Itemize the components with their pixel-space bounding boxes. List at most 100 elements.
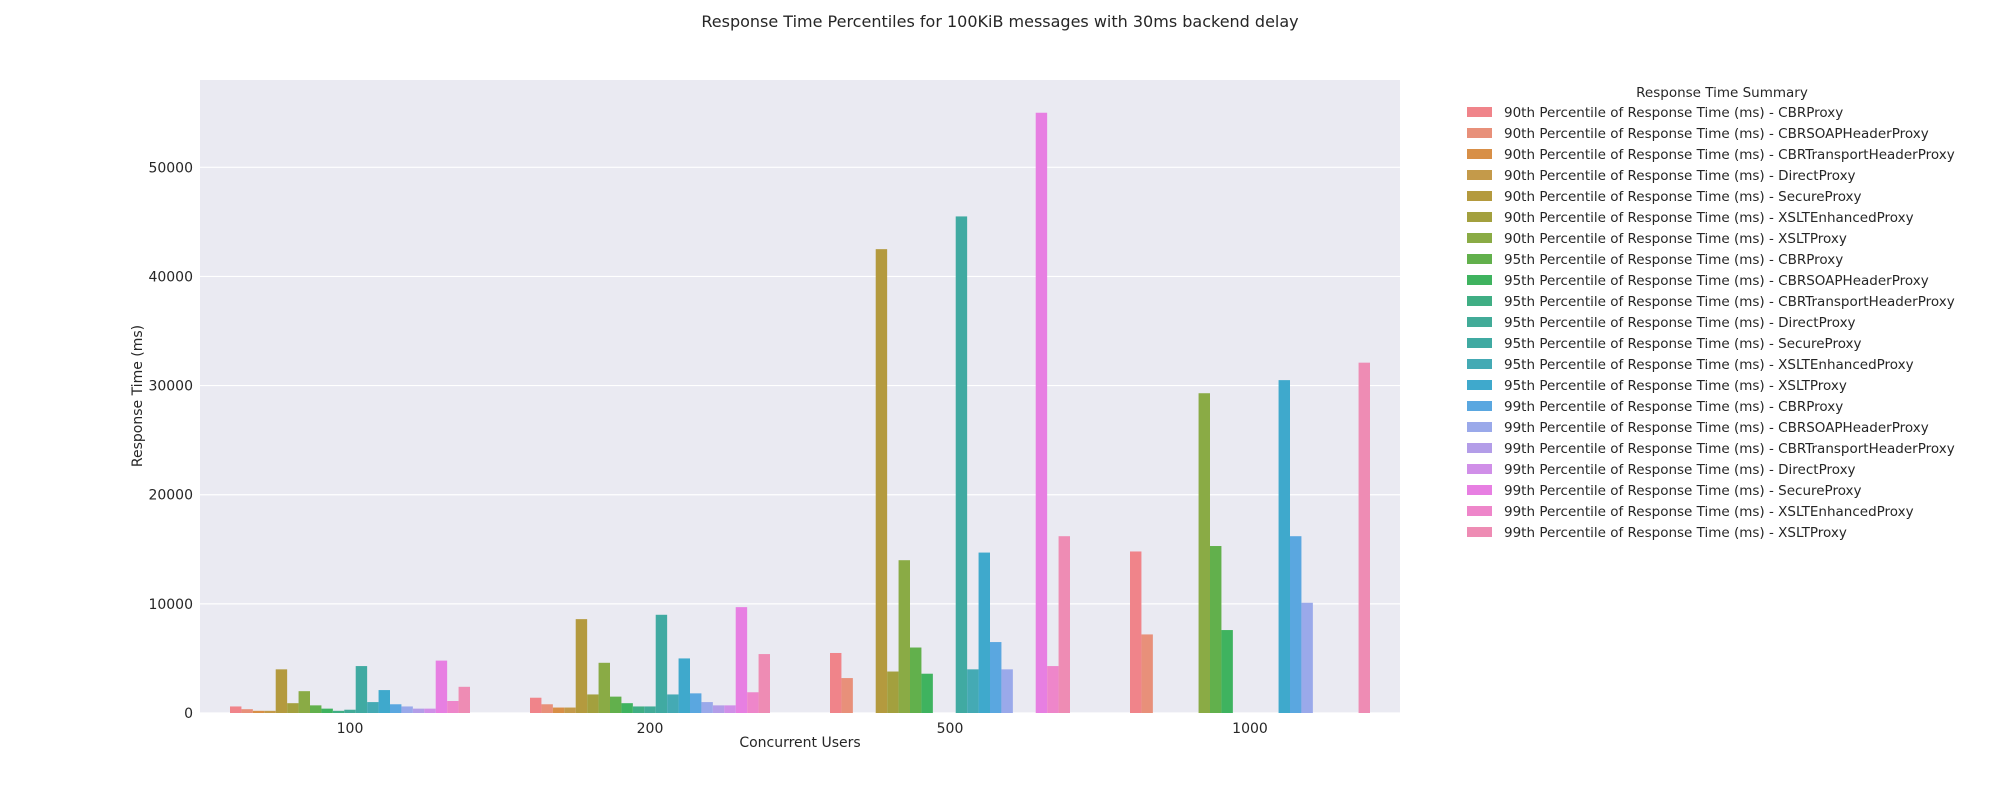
legend-label: 95th Percentile of Response Time (ms) - … <box>1504 315 1856 331</box>
x-tick-label: 200 <box>637 721 664 737</box>
bar <box>1130 551 1142 713</box>
bar <box>735 607 748 713</box>
bar <box>1301 602 1313 713</box>
bar <box>424 708 436 713</box>
bar <box>632 706 645 713</box>
legend-swatch <box>1467 422 1492 432</box>
bar <box>875 249 888 713</box>
bar <box>355 666 368 713</box>
legend-swatch <box>1467 527 1492 537</box>
bar <box>990 642 1002 713</box>
legend-swatch <box>1467 212 1492 222</box>
legend-swatch <box>1467 380 1492 390</box>
y-axis-label: Response Time (ms) <box>130 325 146 467</box>
legend-swatch <box>1467 296 1492 306</box>
legend-swatch <box>1467 149 1492 159</box>
bar <box>587 694 599 713</box>
legend-label: 95th Percentile of Response Time (ms) - … <box>1504 357 1914 373</box>
legend-swatch <box>1467 128 1492 138</box>
bar <box>447 700 459 713</box>
legend-swatch <box>1467 170 1492 180</box>
legend-label: 95th Percentile of Response Time (ms) - … <box>1504 294 1955 310</box>
bar <box>287 703 299 713</box>
legend-swatch <box>1467 275 1492 285</box>
legend-label: 99th Percentile of Response Time (ms) - … <box>1504 504 1914 520</box>
bar <box>1210 546 1222 713</box>
bar <box>758 654 770 713</box>
legend-label: 99th Percentile of Response Time (ms) - … <box>1504 441 1955 457</box>
y-axis-ticks: 0 10000 20000 30000 40000 50000 <box>148 160 193 722</box>
legend-label: 99th Percentile of Response Time (ms) - … <box>1504 399 1843 415</box>
legend-label: 90th Percentile of Response Time (ms) - … <box>1504 147 1955 163</box>
bar <box>1035 112 1048 713</box>
legend-title: Response Time Summary <box>1636 85 1808 101</box>
x-axis-label: Concurrent Users <box>739 735 860 751</box>
y-tick-label: 30000 <box>148 379 193 395</box>
legend-swatch <box>1467 401 1492 411</box>
bar <box>967 669 979 713</box>
bar <box>264 710 276 713</box>
legend-label: 95th Percentile of Response Time (ms) - … <box>1504 273 1929 289</box>
y-tick-label: 20000 <box>148 488 193 504</box>
x-tick-label: 1000 <box>1232 721 1268 737</box>
legend-swatch <box>1467 485 1492 495</box>
bar <box>1001 669 1013 713</box>
bar <box>401 706 413 713</box>
y-tick-label: 50000 <box>148 160 193 176</box>
bar <box>310 705 322 713</box>
legend-label: 99th Percentile of Response Time (ms) - … <box>1504 462 1856 478</box>
bar <box>1141 634 1153 713</box>
legend-label: 99th Percentile of Response Time (ms) - … <box>1504 420 1929 436</box>
bar <box>412 708 425 713</box>
bar <box>841 678 853 713</box>
legend-label: 95th Percentile of Response Time (ms) - … <box>1504 336 1862 352</box>
bar <box>552 707 565 713</box>
x-tick-label: 500 <box>937 721 964 737</box>
bar <box>830 652 842 713</box>
bar <box>435 660 448 713</box>
bar <box>575 619 588 713</box>
legend-swatch <box>1467 506 1492 516</box>
bar <box>610 696 622 713</box>
bar <box>530 697 542 713</box>
legend-swatch <box>1467 443 1492 453</box>
bar <box>644 706 656 713</box>
x-axis-ticks: 100 200 500 1000 <box>337 721 1268 737</box>
legend-label: 95th Percentile of Response Time (ms) - … <box>1504 378 1847 394</box>
bar <box>667 694 679 713</box>
legend-swatch <box>1467 359 1492 369</box>
bar <box>1221 630 1233 713</box>
legend-items: 90th Percentile of Response Time (ms) - … <box>1467 105 1955 541</box>
bar <box>701 702 713 713</box>
bar <box>541 704 553 713</box>
legend-label: 90th Percentile of Response Time (ms) - … <box>1504 189 1862 205</box>
legend-label: 99th Percentile of Response Time (ms) - … <box>1504 525 1847 541</box>
bar <box>1290 536 1302 713</box>
y-tick-label: 10000 <box>148 597 193 613</box>
legend-swatch <box>1467 107 1492 117</box>
bar <box>621 703 633 713</box>
legend-label: 90th Percentile of Response Time (ms) - … <box>1504 105 1843 121</box>
bar <box>378 690 390 713</box>
x-tick-label: 100 <box>337 721 364 737</box>
bar <box>921 673 933 713</box>
bar <box>712 705 725 713</box>
bar <box>690 693 702 713</box>
legend-label: 99th Percentile of Response Time (ms) - … <box>1504 483 1862 499</box>
bar <box>275 669 288 713</box>
bar <box>978 552 990 713</box>
bar <box>955 216 968 713</box>
bar <box>887 671 899 713</box>
legend-swatch <box>1467 338 1492 348</box>
bar <box>1198 393 1210 713</box>
bar <box>241 709 253 713</box>
legend-swatch <box>1467 254 1492 264</box>
legend-label: 90th Percentile of Response Time (ms) - … <box>1504 126 1929 142</box>
legend-swatch <box>1467 233 1492 243</box>
bar <box>1058 536 1070 713</box>
bar <box>332 710 345 713</box>
bar <box>252 710 265 713</box>
bar <box>747 692 759 713</box>
bar <box>1278 380 1290 713</box>
